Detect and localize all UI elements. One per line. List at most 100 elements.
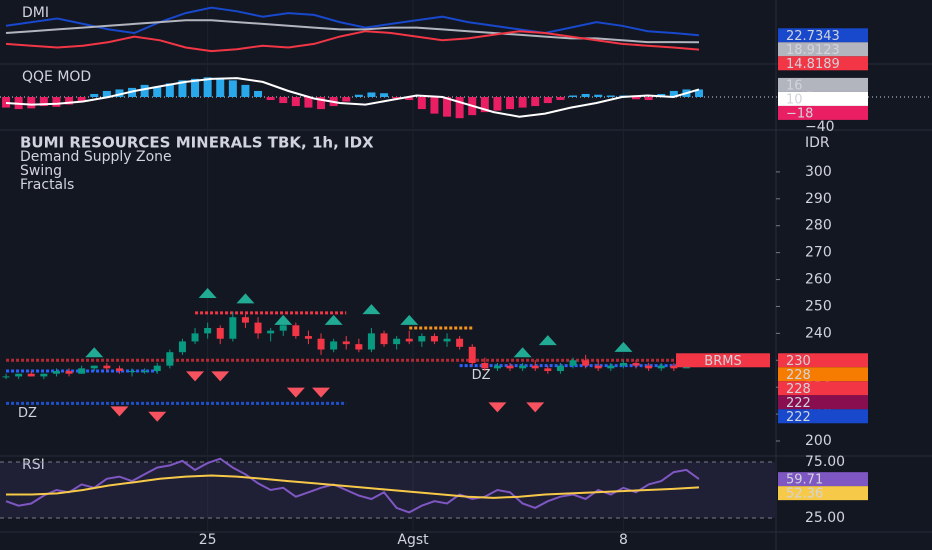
fractal-marker (110, 406, 129, 417)
candle-body (430, 336, 438, 342)
histogram-bar (380, 93, 389, 97)
histogram-bar (455, 97, 464, 119)
y-tick-label: −40 (805, 119, 835, 135)
zone-label: DZ (472, 368, 491, 383)
histogram-bar (594, 94, 603, 97)
fractal-marker (198, 288, 217, 298)
candle-body (481, 362, 489, 369)
candle-body (468, 346, 476, 363)
histogram-bar (556, 97, 565, 101)
y-tick-label: 240 (805, 325, 832, 341)
value-label-box (778, 56, 868, 71)
series-line (6, 474, 700, 499)
fractal-marker (236, 293, 255, 304)
value-label: 16 (786, 78, 803, 93)
histogram-bar (39, 97, 48, 107)
fractal-marker (286, 387, 305, 398)
histogram-bar (102, 90, 111, 97)
fractal-marker (400, 314, 419, 325)
histogram-bar (443, 97, 452, 117)
series-line (5, 457, 700, 514)
candle-body (292, 325, 300, 337)
indicator-name: Fractals (20, 177, 74, 193)
histogram-bar (367, 92, 376, 97)
histogram-bar (354, 94, 363, 97)
y-tick-label: 200 (805, 433, 832, 449)
value-label: 10 (786, 92, 803, 107)
histogram-bar (632, 97, 641, 100)
candle-body (544, 368, 552, 372)
candle-body (241, 317, 249, 323)
value-label: 222 (786, 396, 811, 411)
candle-body (254, 322, 262, 334)
candle-body (493, 365, 501, 369)
histogram-bar (669, 90, 678, 97)
zone-label: DZ (18, 406, 37, 421)
fractal-marker (362, 304, 381, 315)
histogram-bar (241, 84, 250, 97)
candle-body (2, 376, 10, 378)
histogram-bar (115, 89, 124, 97)
candle-body (569, 360, 577, 366)
value-label-box (778, 381, 868, 396)
candle-body (443, 338, 451, 342)
indicator-name: Swing (20, 163, 62, 179)
candle-body (330, 341, 338, 350)
histogram-bar (518, 97, 527, 108)
fractal-marker (614, 341, 633, 352)
histogram-bar (203, 77, 212, 97)
histogram-bar (228, 80, 237, 97)
fractal-marker (324, 314, 343, 325)
histogram-bar (266, 97, 275, 101)
candle-body (582, 360, 590, 366)
candle-body (393, 338, 401, 345)
candle-body (279, 325, 287, 331)
y-tick-label: 280 (805, 218, 832, 234)
histogram-bar (581, 93, 590, 97)
chart-title: BUMI RESOURCES MINERALS TBK, 1h, IDX (20, 134, 374, 152)
candle-body (645, 365, 653, 369)
candle-body (342, 341, 350, 345)
candle-body (229, 317, 237, 339)
symbol-box (676, 353, 770, 368)
value-label-box (778, 472, 868, 487)
histogram-bar (569, 95, 578, 97)
histogram-bar (291, 97, 300, 107)
value-label: 59.71 (786, 473, 823, 488)
candle-body (519, 365, 527, 369)
candle-body (153, 365, 161, 372)
symbol-label: BRMS (704, 354, 741, 369)
candle-body (380, 333, 388, 345)
histogram-bar (405, 97, 414, 101)
candle-body (90, 365, 98, 369)
value-label-box (778, 486, 868, 501)
candle-body (367, 333, 375, 350)
histogram-bar (317, 97, 326, 110)
candle-body (657, 365, 665, 369)
fractal-marker (526, 402, 545, 413)
candle-body (52, 371, 60, 374)
histogram-bar (543, 97, 552, 104)
fractal-marker (488, 402, 507, 413)
x-tick-label: 8 (619, 532, 628, 548)
indicator-name: Demand Supply Zone (20, 149, 172, 165)
value-label-box (778, 105, 868, 120)
histogram-bar (279, 97, 288, 104)
candle-body (78, 368, 86, 374)
fractal-marker (274, 314, 293, 325)
candle-body (15, 373, 23, 377)
value-label-box (778, 409, 868, 424)
value-label: 52.36 (786, 487, 823, 502)
candle-body (355, 344, 363, 350)
histogram-bar (506, 97, 515, 110)
fractal-marker (211, 371, 230, 382)
value-label-box (778, 395, 868, 410)
candle-body (594, 365, 602, 369)
fractal-marker (538, 335, 557, 346)
fractal-marker (85, 347, 104, 358)
histogram-bar (480, 97, 489, 113)
fractal-marker (312, 387, 331, 398)
candle-body (27, 373, 35, 377)
fractal-marker (186, 371, 205, 382)
histogram-bar (52, 97, 61, 107)
